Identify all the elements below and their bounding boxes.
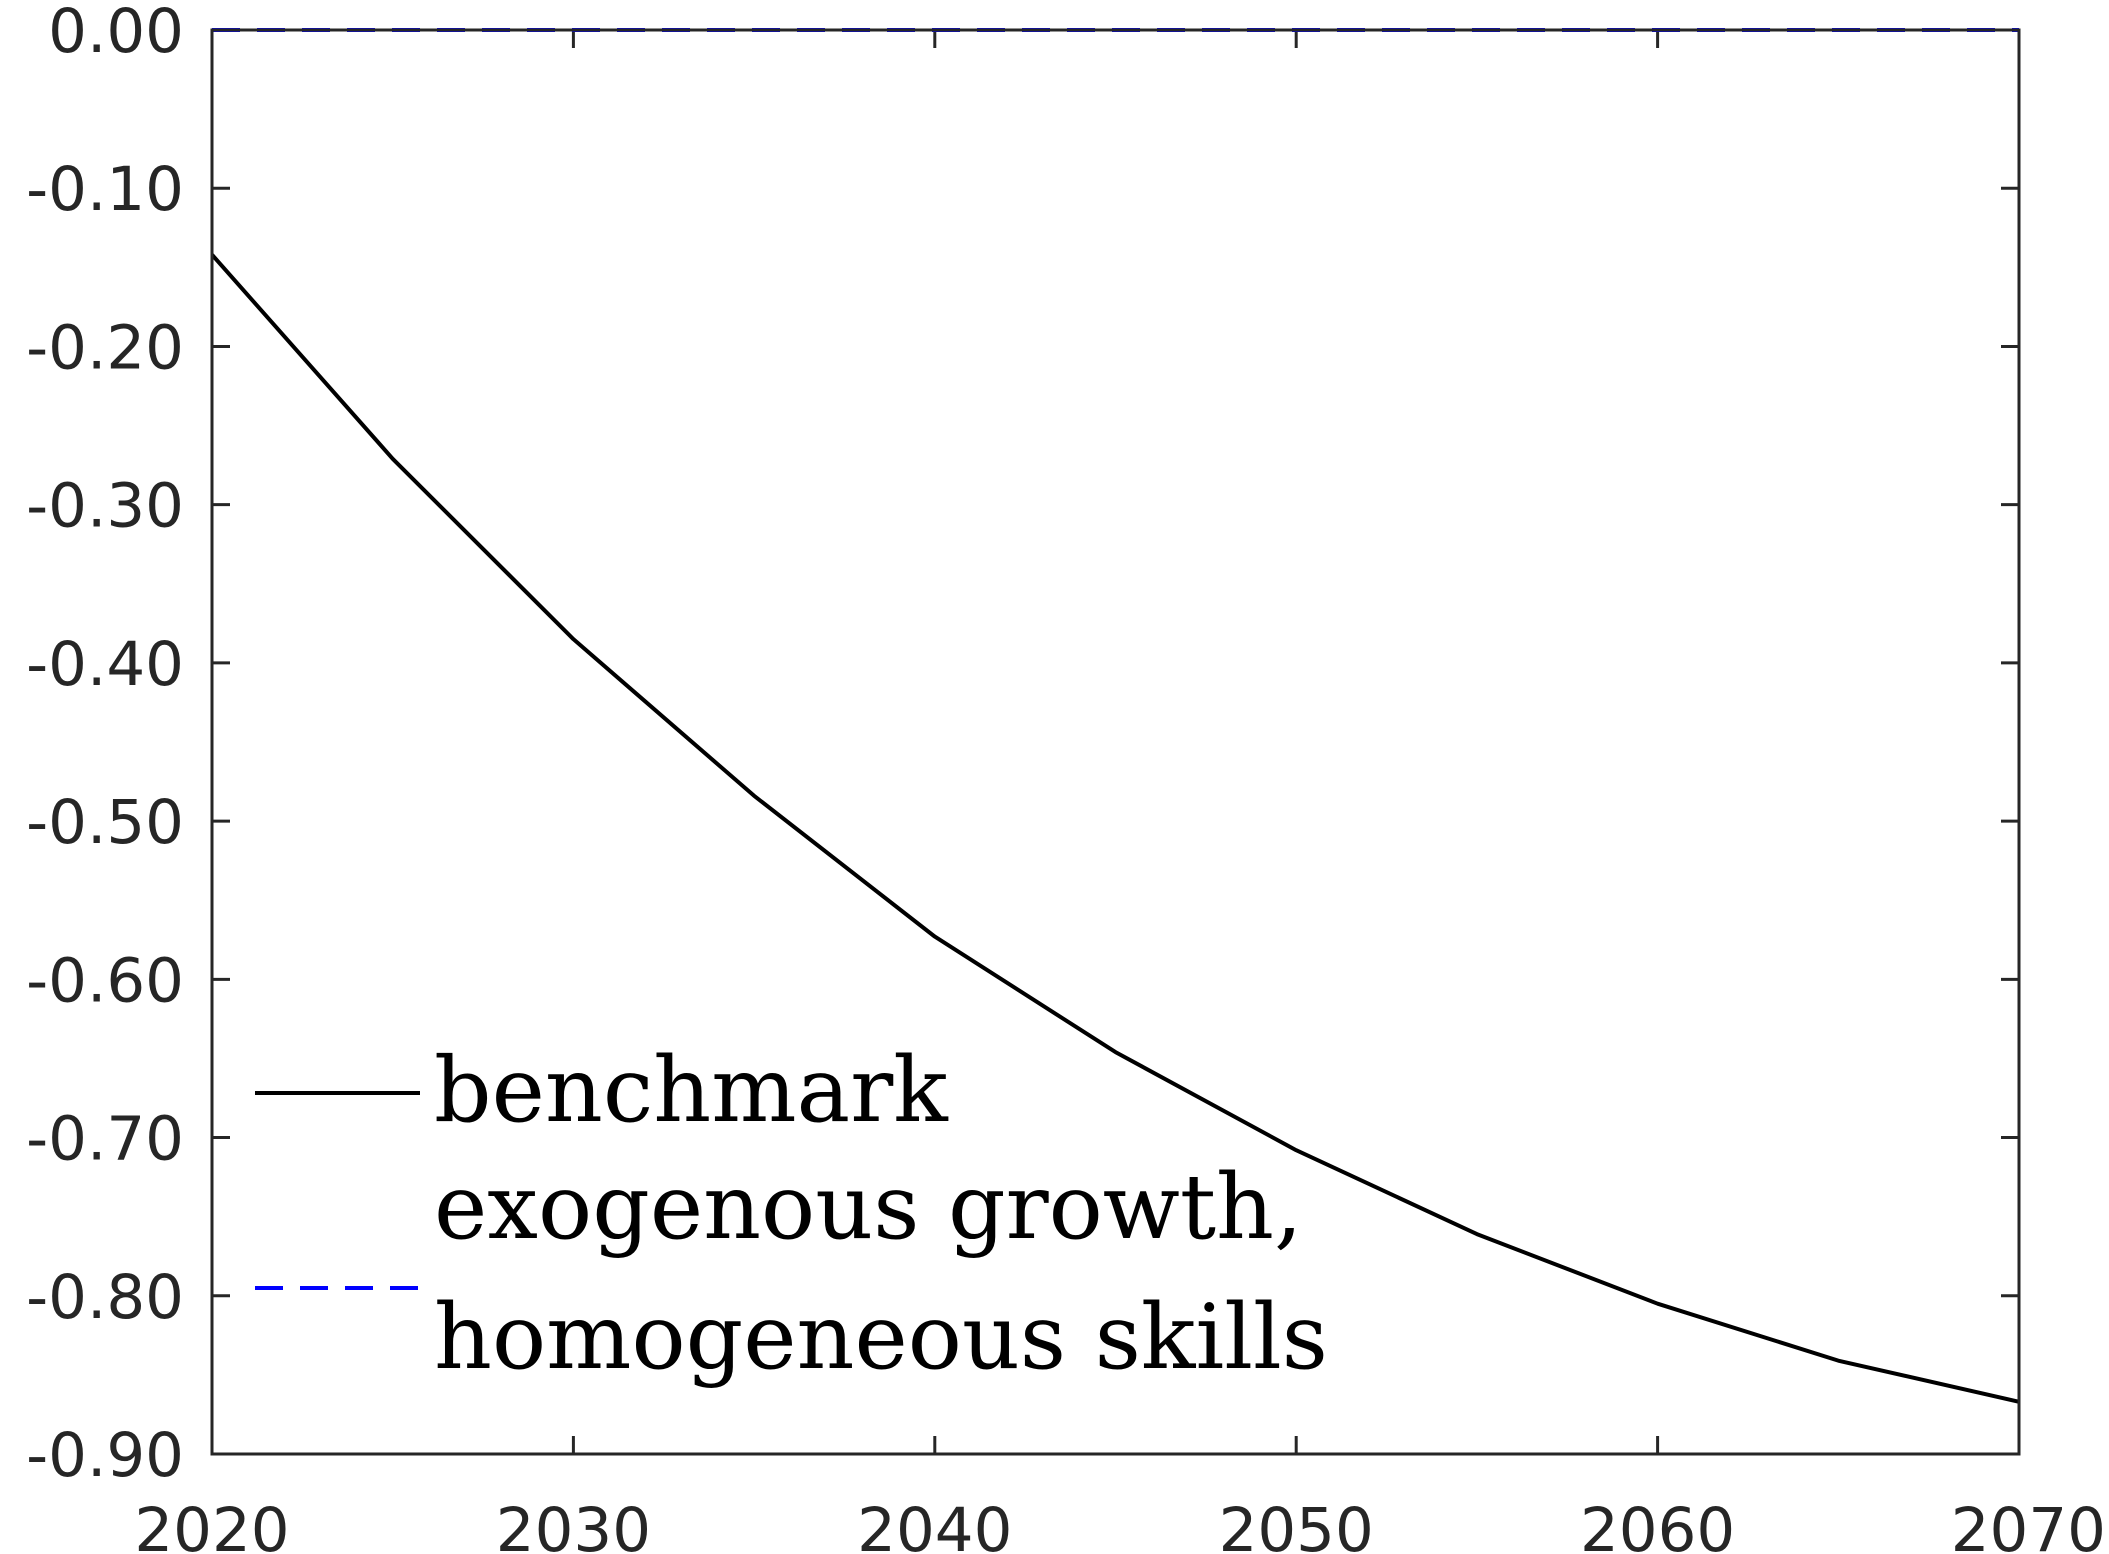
- legend-label-benchmark: benchmark: [434, 1038, 949, 1143]
- plot-frame: [210, 28, 2021, 1456]
- x-axis-tick-labels: 2020 2030 2040 2050 2060 2070: [134, 1495, 2106, 1554]
- y-tick-label: -0.10: [26, 154, 184, 225]
- x-tick-label: 2030: [496, 1495, 651, 1554]
- y-tick-label: -0.90: [26, 1420, 184, 1491]
- y-tick-label: -0.50: [26, 787, 184, 858]
- legend-label-line: exogenous growth,: [434, 1155, 1303, 1260]
- y-tick-label: -0.70: [26, 1104, 184, 1175]
- y-tick-label: -0.60: [26, 945, 184, 1016]
- x-tick-label: 2050: [1219, 1495, 1374, 1554]
- series-line-benchmark: [210, 253, 2020, 1404]
- x-tick-label: 2060: [1580, 1495, 1735, 1554]
- y-tick-label: -0.40: [26, 629, 184, 700]
- y-tick-label: -0.80: [26, 1262, 184, 1333]
- y-axis-tick-labels: 0.00 -0.10 -0.20 -0.30 -0.40 -0.50 -0.60 -0.70 -…: [26, 0, 184, 1491]
- x-tick-label: 2070: [1951, 1495, 2106, 1554]
- legend-label-exogenous-growth: exogenous growth, homogeneous skills: [434, 1155, 1328, 1390]
- y-tick-label: 0.00: [48, 0, 184, 67]
- axis-ticks: [210, 28, 2021, 1456]
- legend: benchmark exogenous growth, homogeneous sk…: [255, 1038, 1328, 1390]
- x-tick-label: 2040: [857, 1495, 1012, 1554]
- legend-label-line: homogeneous skills: [434, 1285, 1328, 1390]
- x-tick-label: 2020: [134, 1495, 289, 1554]
- y-tick-label: -0.20: [26, 312, 184, 383]
- y-tick-label: -0.30: [26, 471, 184, 542]
